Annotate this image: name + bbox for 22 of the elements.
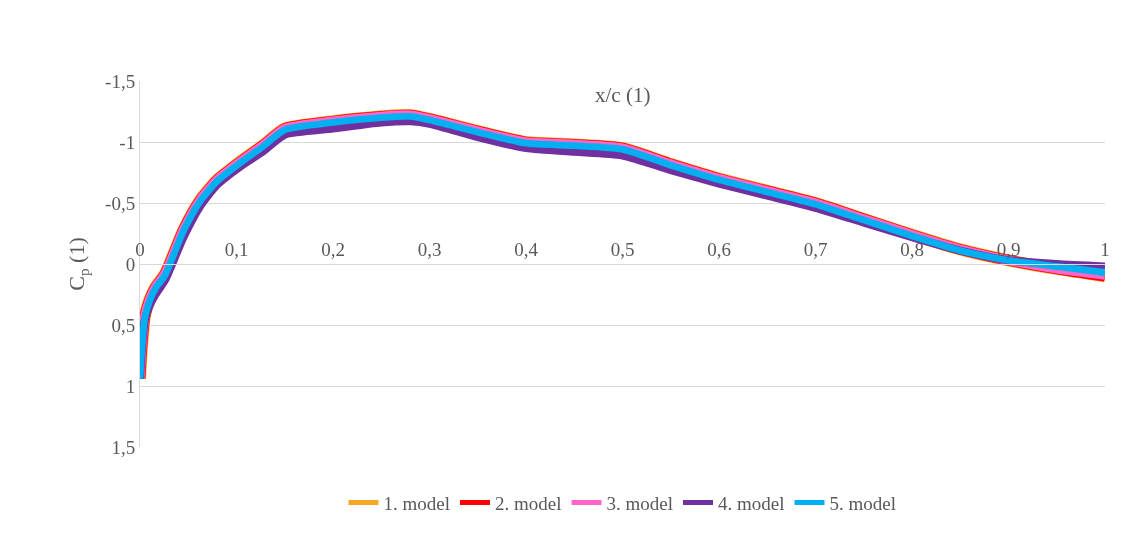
- y-tick-label: 0: [125, 253, 136, 275]
- legend-label: 4. model: [718, 492, 785, 514]
- legend-label: 2. model: [495, 492, 562, 514]
- x-tick-label: 0,5: [610, 239, 635, 261]
- y-tick-label: -0,5: [105, 192, 136, 214]
- x-axis-title: x/c (1): [595, 83, 651, 107]
- legend-label: 1. model: [383, 492, 450, 514]
- y-tick-label: -1,5: [105, 70, 136, 92]
- legend-label: 5. model: [829, 492, 896, 514]
- x-tick-label: 0,8: [900, 239, 924, 261]
- y-tick-label: 1: [125, 375, 136, 397]
- y-tick-label: 1,5: [111, 436, 136, 458]
- x-tick-label: 0,3: [417, 239, 442, 261]
- y-tick-label: -1: [119, 131, 136, 153]
- x-tick-label: 0,7: [803, 239, 828, 261]
- x-tick-label: 0,1: [224, 239, 249, 261]
- legend-label: 3. model: [606, 492, 673, 514]
- x-tick-label: 0,4: [514, 239, 539, 261]
- x-tick-label: 1: [1100, 239, 1110, 261]
- y-tick-label: 0,5: [111, 314, 136, 336]
- x-tick-label: 0,2: [321, 239, 345, 261]
- x-tick-label: 0,6: [707, 239, 731, 261]
